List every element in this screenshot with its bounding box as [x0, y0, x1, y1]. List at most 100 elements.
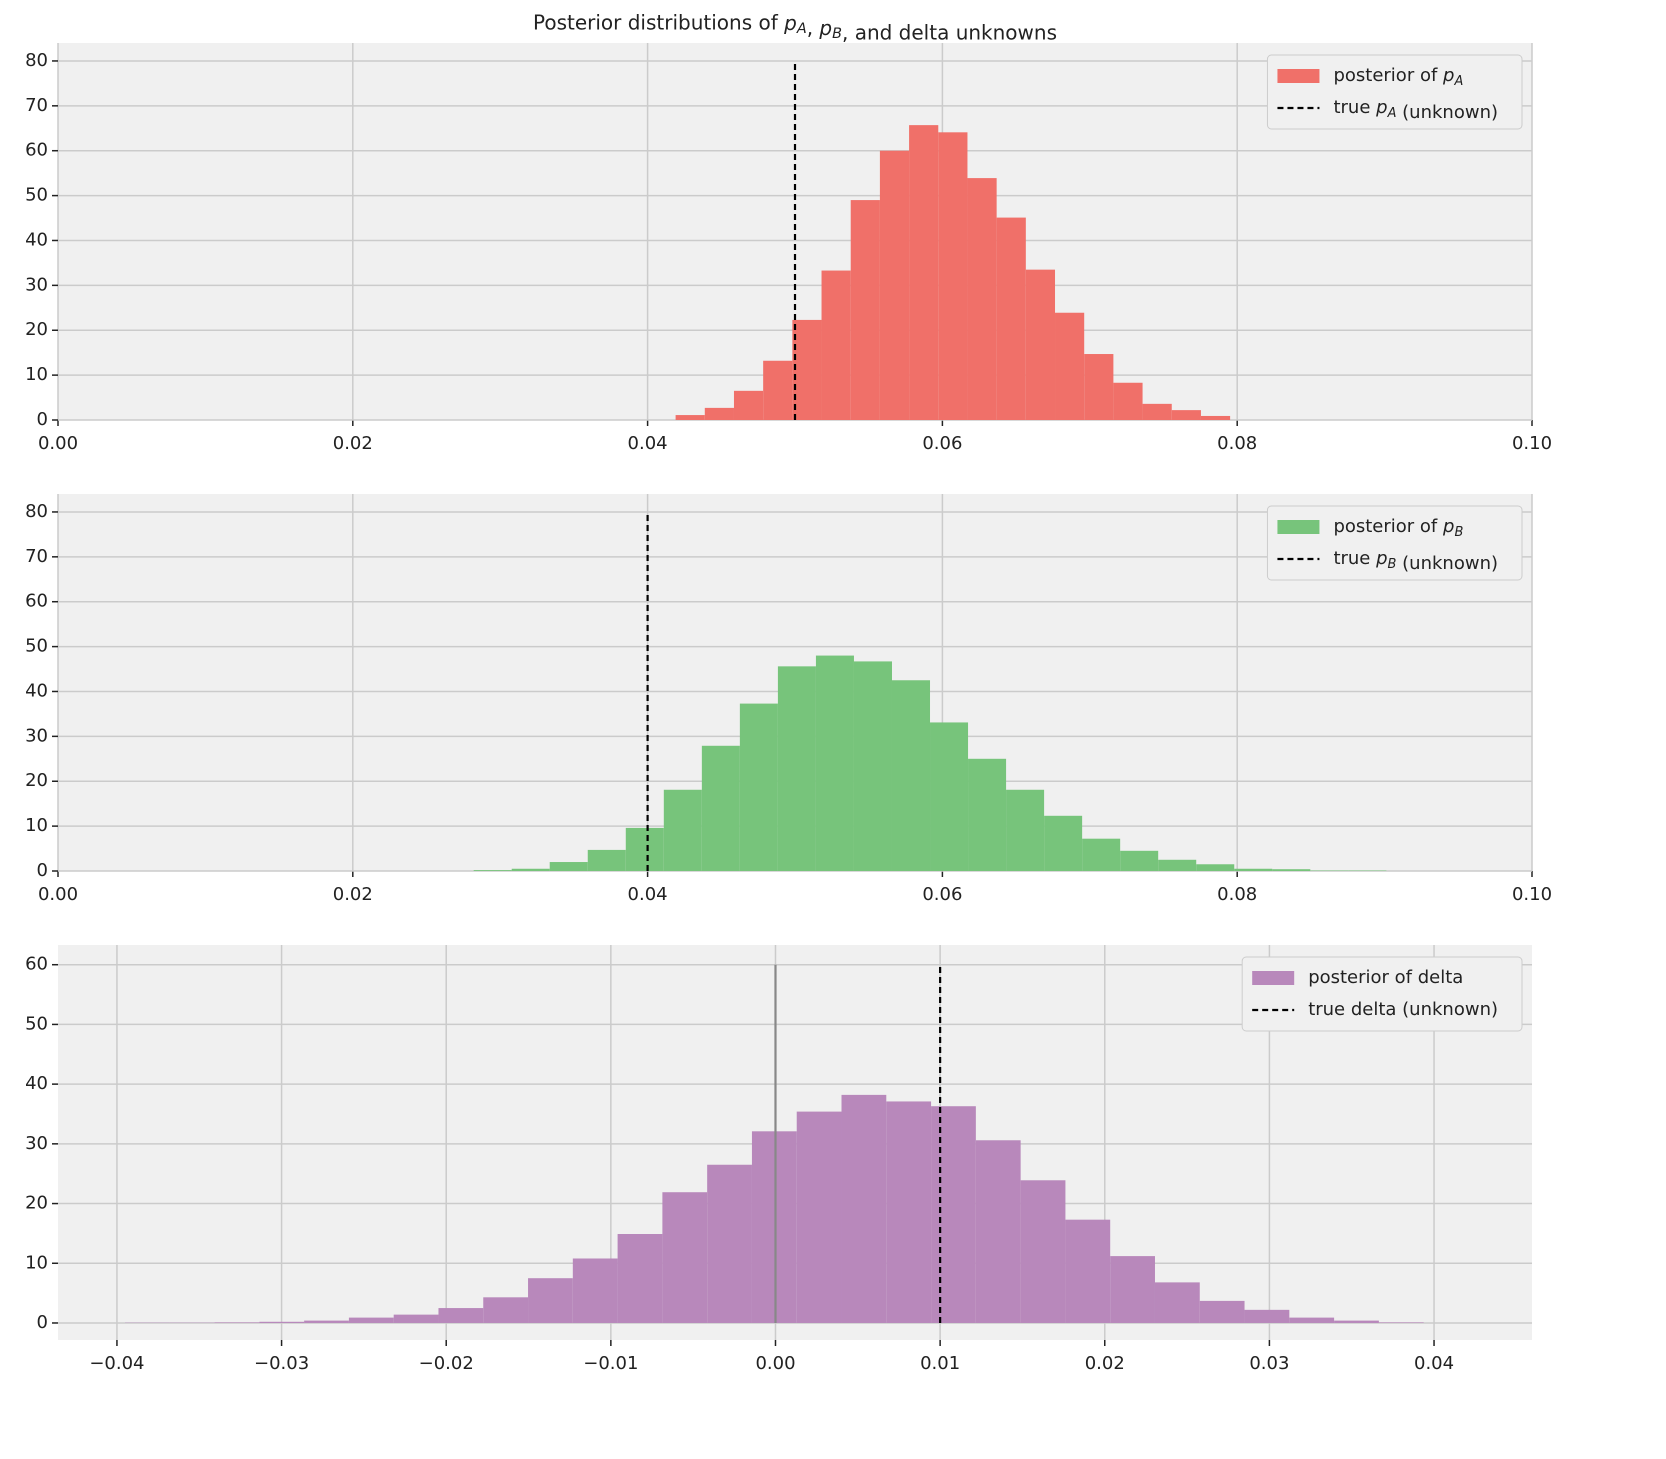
histogram-bar: [1234, 868, 1273, 871]
x-tick-label: −0.01: [583, 1353, 638, 1374]
histogram-bar: [996, 217, 1026, 420]
x-tick-label: 0.03: [1249, 1353, 1289, 1374]
histogram-bar: [675, 415, 705, 420]
histogram-bar: [259, 1321, 305, 1323]
histogram-bar: [763, 360, 793, 420]
histogram-bar: [1065, 1219, 1111, 1323]
histogram-bar: [1025, 269, 1056, 420]
y-tick-label: 30: [25, 274, 48, 295]
panel: 0.00 0.02 0.04 0.06 0.08 0.10 0 10 20 30 40 50 60 70 8…: [25, 43, 1552, 454]
y-tick-label: 20: [25, 770, 48, 791]
y-tick-label: 60: [25, 140, 48, 161]
histogram-bar: [930, 722, 969, 871]
legend-swatch: [1277, 520, 1320, 534]
x-tick-label: 0.06: [922, 433, 962, 454]
y-tick-label: 10: [25, 815, 48, 836]
histogram-bar: [587, 849, 626, 871]
x-tick-label: 0.10: [1512, 433, 1552, 454]
y-tick-label: 80: [25, 50, 48, 71]
y-tick-label: 0: [37, 409, 48, 430]
histogram-bar: [796, 1111, 842, 1323]
x-tick-label: −0.02: [419, 1353, 474, 1374]
x-tick-label: 0.10: [1512, 884, 1552, 905]
histogram-bar: [1020, 1180, 1066, 1323]
legend-label: posterior of pA: [1333, 65, 1463, 89]
legend-swatch: [1277, 69, 1320, 83]
y-tick-label: 60: [25, 954, 48, 975]
histogram-bar: [572, 1258, 618, 1323]
x-tick-label: −0.03: [254, 1353, 309, 1374]
panel: 0.00 0.02 0.04 0.06 0.08 0.10 0 10 20 30 40 50 60 70 8…: [25, 494, 1552, 905]
y-tick-label: 10: [25, 364, 48, 385]
x-tick-label: 0.04: [1414, 1353, 1454, 1374]
legend-label: posterior of pB: [1333, 516, 1463, 540]
x-tick-label: 0.04: [628, 884, 668, 905]
y-tick-label: 70: [25, 95, 48, 116]
histogram-bar: [393, 1314, 439, 1323]
histogram-bar: [792, 319, 822, 420]
legend-swatch: [1252, 971, 1295, 985]
histogram-bar: [1055, 312, 1085, 420]
histogram-bar: [1244, 1309, 1290, 1323]
histogram-bar: [704, 407, 734, 420]
histogram-bar: [739, 703, 778, 871]
y-tick-label: 20: [25, 1193, 48, 1214]
y-tick-label: 70: [25, 546, 48, 567]
histogram-bar: [511, 868, 550, 871]
x-tick-label: 0.06: [922, 884, 962, 905]
histogram-bar: [777, 666, 816, 871]
histogram-bar: [938, 132, 968, 420]
y-tick-label: 50: [25, 185, 48, 206]
histogram-bar: [549, 862, 588, 871]
histogram-bar: [1006, 789, 1045, 871]
histogram-bar: [1196, 864, 1235, 871]
histogram-bar: [931, 1106, 976, 1323]
histogram-bar: [815, 655, 854, 871]
y-tick-label: 20: [25, 319, 48, 340]
y-tick-label: 80: [25, 501, 48, 522]
histogram-bar: [707, 1164, 752, 1323]
legend-box: [1241, 956, 1523, 1032]
y-tick-label: 40: [25, 680, 48, 701]
histogram-bar: [1113, 382, 1143, 420]
legend: posterior of delta true delta (unknown): [1241, 956, 1523, 1032]
histogram-bar: [821, 270, 851, 420]
x-tick-label: 0.02: [1085, 1353, 1125, 1374]
x-tick-label: 0.00: [755, 1353, 795, 1374]
histogram-bar: [1200, 415, 1231, 420]
histogram-bar: [1044, 815, 1083, 871]
y-tick-label: 40: [25, 229, 48, 250]
y-tick-label: 30: [25, 725, 48, 746]
histogram-bar: [348, 1317, 394, 1323]
chart-title: Posterior distributions of pA, pB, and d…: [533, 11, 1057, 45]
y-tick-label: 0: [37, 1312, 48, 1333]
legend-box: [1266, 505, 1523, 581]
histogram-bar: [483, 1297, 529, 1323]
histogram-bar: [1289, 1317, 1335, 1323]
histogram-bar: [1110, 1256, 1155, 1323]
y-tick-label: 30: [25, 1133, 48, 1154]
histogram-bar: [886, 1101, 932, 1323]
histogram-bar: [304, 1320, 349, 1323]
legend-box: [1266, 54, 1523, 130]
x-tick-label: 0.08: [1217, 884, 1257, 905]
x-tick-label: 0.04: [628, 433, 668, 454]
histogram-bar: [1082, 838, 1121, 871]
x-tick-label: −0.04: [89, 1353, 144, 1374]
histogram-bar: [967, 178, 997, 420]
x-tick-label: 0.08: [1217, 433, 1257, 454]
x-tick-label: 0.02: [333, 884, 373, 905]
histogram-bar: [1142, 403, 1172, 420]
histogram-bar: [473, 870, 512, 871]
histogram-bar: [1378, 1322, 1424, 1323]
histogram-bar: [1171, 410, 1201, 420]
histogram-bar: [214, 1322, 260, 1323]
y-tick-label: 50: [25, 1013, 48, 1034]
histogram-bar: [733, 390, 764, 420]
histogram-bar: [853, 661, 892, 871]
histogram-bar: [701, 745, 740, 871]
histogram-bar: [1272, 869, 1311, 871]
